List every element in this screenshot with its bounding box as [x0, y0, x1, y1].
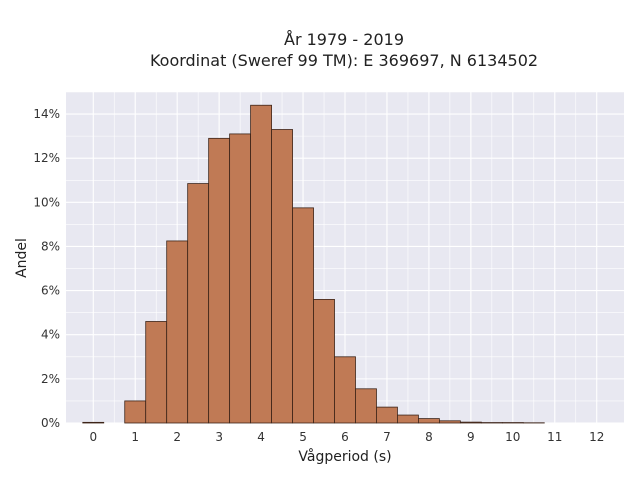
bar-9	[292, 207, 314, 424]
bar-17	[459, 421, 482, 424]
bar-15	[418, 418, 440, 424]
chart-title-line-1: År 1979 - 2019	[284, 30, 404, 49]
x-tick-label: 8	[425, 430, 433, 444]
x-tick-label: 3	[215, 430, 223, 444]
x-axis-title: Vågperiod (s)	[298, 448, 391, 465]
x-tick-label: 7	[383, 430, 391, 444]
y-tick-label: 8%	[41, 239, 60, 253]
x-tick-label: 1	[131, 430, 139, 444]
x-tick-label: 9	[467, 430, 475, 444]
bar-6	[229, 133, 252, 424]
x-tick-label: 4	[257, 430, 265, 444]
bar-5	[208, 137, 231, 424]
bar-16	[438, 420, 461, 424]
x-tick-label: 10	[505, 430, 520, 444]
bar-12	[355, 388, 377, 424]
x-tick-label: 11	[547, 430, 562, 444]
bar-10	[313, 299, 335, 424]
y-tick-label: 10%	[33, 195, 60, 209]
chart-title-line-2: Koordinat (Sweref 99 TM): E 369697, N 61…	[150, 51, 538, 70]
bar-8	[271, 129, 293, 424]
x-axis-ticks: 0 1 2 3 4 5 6 7 8 9 10 11 12	[89, 430, 604, 444]
y-axis-ticks: 0% 2% 4% 6% 8% 10% 12% 14%	[33, 107, 60, 430]
y-tick-label: 2%	[41, 372, 60, 386]
bar-4	[187, 183, 210, 424]
x-tick-label: 0	[89, 430, 97, 444]
bar-1	[124, 400, 147, 424]
bar-3	[166, 240, 189, 424]
y-tick-label: 6%	[41, 284, 60, 298]
bar-13	[376, 406, 398, 424]
x-tick-label: 5	[299, 430, 307, 444]
bar-11	[334, 356, 356, 424]
x-tick-label: 12	[589, 430, 604, 444]
bar-0	[82, 421, 105, 424]
bars	[82, 104, 545, 424]
x-tick-label: 6	[341, 430, 349, 444]
bar-14	[397, 414, 419, 424]
y-tick-label: 12%	[33, 151, 60, 165]
y-tick-label: 4%	[41, 328, 60, 342]
bar-7	[250, 104, 272, 424]
y-tick-label: 14%	[33, 107, 60, 121]
y-axis-title: Andel	[14, 238, 30, 278]
x-tick-label: 2	[173, 430, 181, 444]
bar-2	[145, 321, 168, 424]
y-tick-label: 0%	[41, 416, 60, 430]
